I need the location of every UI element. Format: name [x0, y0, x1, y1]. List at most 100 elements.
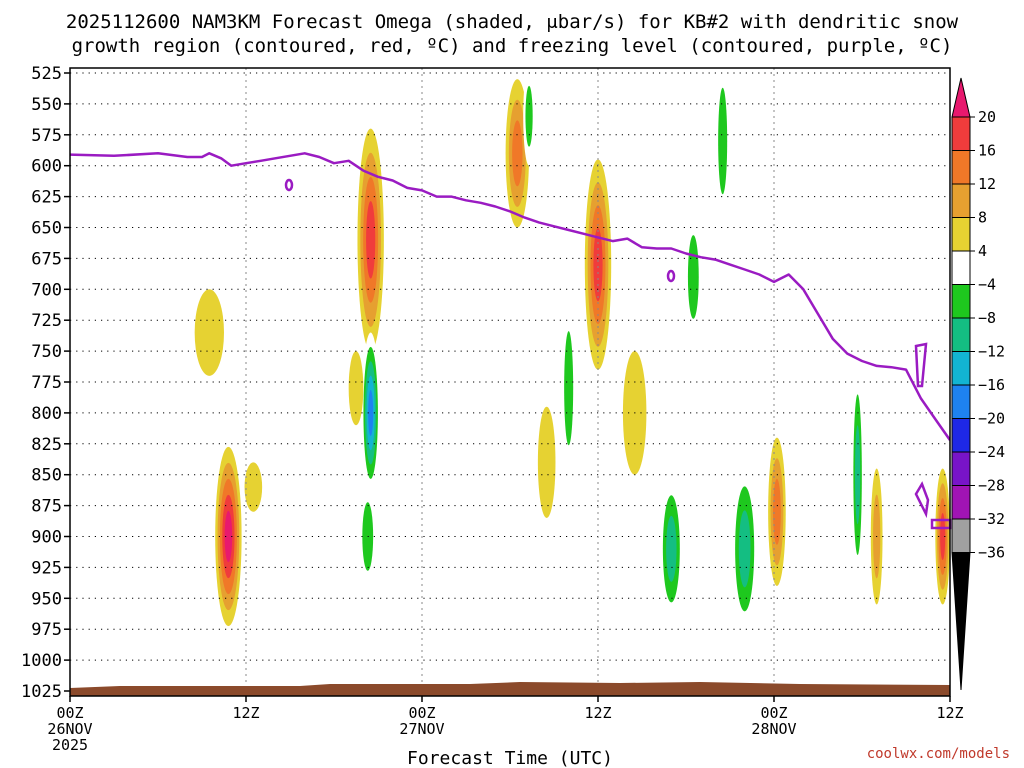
plot-area	[69, 67, 952, 697]
ground-surface	[70, 682, 950, 696]
colorbar-box-6	[951, 317, 971, 352]
y-tick-label-650: 650	[31, 219, 62, 239]
colorbar-box-9	[951, 418, 971, 453]
colorbar-box-8	[951, 384, 971, 419]
colorbar-label-3: 8	[978, 209, 987, 227]
colorbar-label-1: 16	[978, 142, 996, 160]
omega-cell-21	[935, 468, 950, 605]
y-tick-label-900: 900	[31, 528, 62, 548]
omega-contour-3-0	[209, 106, 225, 225]
colorbar-box-1	[951, 150, 971, 185]
omega-contour-9-1	[525, 85, 533, 147]
colorbar-label-11: −28	[978, 477, 1005, 495]
y-tick-label-800: 800	[31, 404, 62, 424]
colorbar-arrow-top	[951, 77, 971, 118]
omega-cell-4	[357, 128, 384, 352]
omega-cell-3	[209, 106, 225, 225]
y-tick-label-1025: 1025	[21, 682, 62, 702]
colorbar-box-5	[951, 284, 971, 319]
omega-contour-17-2	[773, 478, 781, 545]
y-tick-label-625: 625	[31, 188, 62, 208]
x-tick-label-24-0: 00Z	[408, 704, 435, 722]
x-tick-label-48-0: 00Z	[760, 704, 787, 722]
chart-title-line-2: growth region (contoured, red, ºC) and f…	[72, 35, 953, 57]
omega-cell-15	[659, 474, 684, 624]
omega-cell-5	[361, 332, 380, 494]
colorbar-box-0	[951, 116, 971, 151]
omega-contour-12-0	[537, 406, 556, 518]
x-tick-label-0-2: 2025	[52, 736, 88, 754]
omega-contour-14-1	[687, 235, 699, 319]
colorbar-label-9: −20	[978, 410, 1005, 428]
omega-contour-10-3	[593, 228, 603, 302]
y-tick-label-975: 975	[31, 620, 62, 640]
y-tick-label-525: 525	[31, 64, 62, 84]
colorbar-label-8: −16	[978, 376, 1005, 394]
colorbar-box-7	[951, 351, 971, 386]
colorbar-arrow-bottom	[951, 552, 971, 691]
colorbar-box-12	[951, 518, 971, 553]
omega-contour-18-1	[718, 87, 728, 195]
y-tick-label-950: 950	[31, 589, 62, 609]
omega-contour-15-2	[666, 515, 677, 582]
y-tick-label-725: 725	[31, 311, 62, 331]
omega-cell-14	[684, 208, 703, 345]
x-axis-label: Forecast Time (UTC)	[407, 748, 613, 768]
freezing-loop-1	[284, 178, 294, 192]
omega-cell-8	[505, 79, 530, 228]
colorbar-label-10: −24	[978, 443, 1005, 461]
freezing-level-line	[70, 152, 950, 441]
colorbar-label-12: −32	[978, 510, 1005, 528]
omega-cell-7	[348, 351, 364, 426]
colorbar-label-4: 4	[978, 242, 987, 260]
y-tick-label-750: 750	[31, 342, 62, 362]
colorbar-label-0: 20	[978, 108, 996, 126]
y-tick-label-700: 700	[31, 280, 62, 300]
omega-cell-1	[194, 289, 224, 376]
colorbar-label-6: −8	[978, 309, 996, 327]
freezing-loop-2	[666, 269, 676, 283]
y-tick-label-875: 875	[31, 497, 62, 517]
omega-cell-0	[215, 446, 242, 627]
colorbar-label-13: −36	[978, 544, 1005, 562]
omega-contour-1-0	[194, 289, 224, 376]
omega-shading	[194, 68, 950, 636]
colorbar-box-11	[951, 485, 971, 520]
omega-cell-12	[537, 406, 556, 518]
credit-text: coolwx.com/models	[867, 746, 1010, 762]
x-tick-label-48-1: 28NOV	[751, 720, 796, 738]
omega-cell-16	[731, 462, 758, 636]
y-tick-label-925: 925	[31, 558, 62, 578]
omega-cell-18	[715, 68, 730, 228]
y-tick-label-775: 775	[31, 373, 62, 393]
colorbar-label-2: 12	[978, 175, 996, 193]
y-tick-label-600: 600	[31, 157, 62, 177]
omega-contour-7-0	[348, 351, 364, 426]
y-tick-label-1000: 1000	[21, 651, 62, 671]
y-axis: 525 550 575 600 625 650 675 700 725 750 775 800 825 8…	[21, 64, 70, 702]
x-tick-label-60-0: 12Z	[936, 704, 963, 722]
ground-layer	[70, 682, 950, 696]
omega-cell-2	[244, 462, 263, 512]
colorbar-box-4	[951, 250, 971, 285]
omega-contour-16-2	[738, 510, 751, 588]
freezing-loop-4	[914, 481, 930, 519]
omega-contour-2-0	[244, 462, 263, 512]
omega-contour-0-4	[224, 510, 233, 563]
y-tick-label-550: 550	[31, 95, 62, 115]
omega-cell-17	[768, 437, 786, 586]
omega-contour-11-1	[564, 331, 574, 446]
colorbar: 20 16 12 8 4 −4 −8 −12 −16 −20 −24 −28 −32 −36	[951, 77, 1005, 691]
omega-contour-8-2	[512, 120, 523, 187]
colorbar-label-5: −4	[978, 276, 996, 294]
colorbar-box-2	[951, 183, 971, 218]
colorbar-box-10	[951, 451, 971, 486]
x-tick-label-36-0: 12Z	[584, 704, 611, 722]
y-tick-label-575: 575	[31, 126, 62, 146]
omega-cell-11	[561, 295, 577, 481]
colorbar-box-3	[951, 217, 971, 252]
freezing-level-contour	[70, 152, 950, 441]
y-tick-label-825: 825	[31, 435, 62, 455]
